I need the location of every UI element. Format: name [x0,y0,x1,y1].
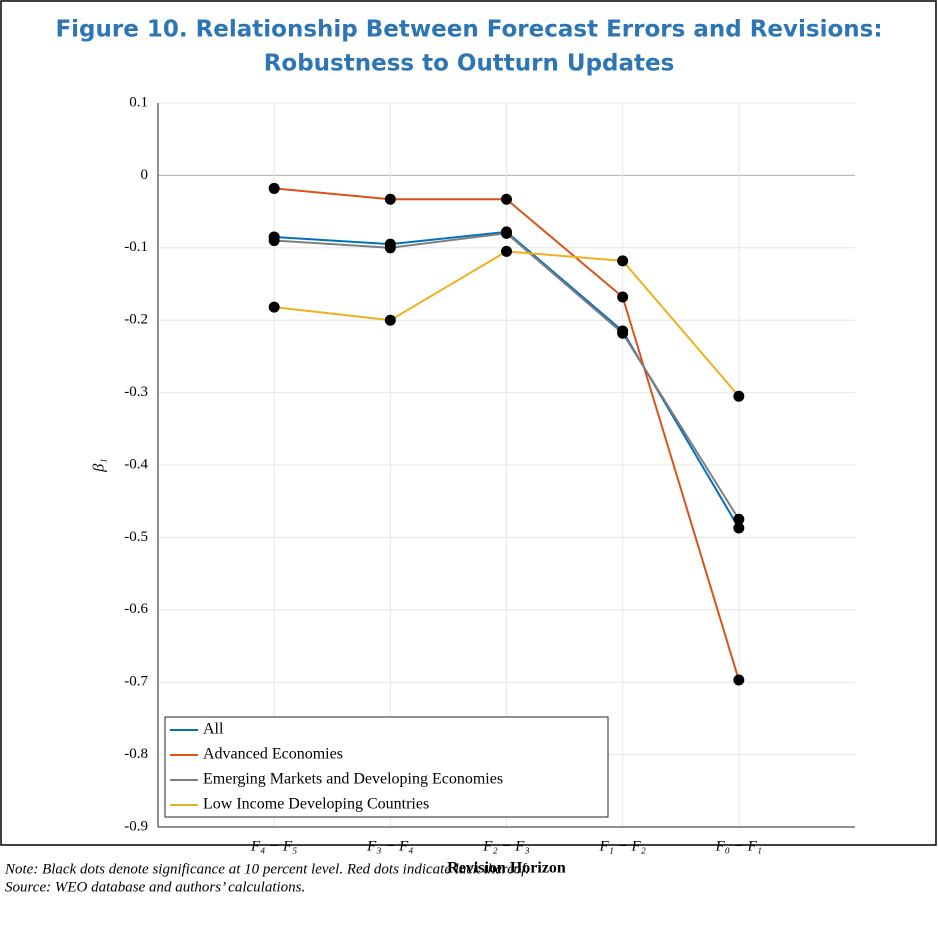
note: Source: WEO database and authors’ calcul… [5,879,305,895]
x-tick-label: F₁ − F₂ [598,838,645,854]
figure-frame [0,0,937,846]
x-tick-label: F₀ − F₁ [715,838,762,854]
y-tick-label: -0.4 [124,456,148,472]
chart-subtitle: Robustness to Outturn Updates [264,51,675,77]
legend-box [164,716,609,818]
y-tick-label: 0.1 [129,94,148,110]
chart-title: Figure 10. Relationship Between Forecast… [55,17,882,43]
y-tick-label: -0.2 [124,312,148,328]
data-point [384,193,396,205]
note: Note: Black dots denote significance at … [4,861,529,877]
y-tick-label: -0.9 [124,818,148,834]
legend-label: Emerging Markets and Developing Economie… [203,771,503,788]
legend-label: Low Income Developing Countries [203,796,429,813]
data-point [501,227,512,239]
x-tick-label: F₄ − F₅ [250,838,297,854]
y-tick-label: 0 [141,167,149,183]
y-tick-label: -0.3 [124,384,148,400]
data-point [733,522,745,534]
x-tick-label: F₂ − F₃ [482,838,529,854]
x-axis-label: Revision Horizon [447,860,566,877]
legend-label: All [203,721,224,738]
data-point [733,513,745,525]
data-point [501,193,512,205]
y-tick-label: -0.5 [124,529,148,545]
y-tick-label: -0.7 [124,674,148,690]
data-point [501,245,512,257]
data-point [268,182,280,194]
data-point [733,674,745,686]
data-point [617,327,629,339]
data-point [384,314,396,326]
data-point [617,291,629,303]
data-point [617,255,629,267]
y-tick-label: -0.1 [124,239,148,255]
legend-label: Advanced Economies [203,746,343,763]
y-tick-label: -0.8 [124,746,148,762]
x-tick-label: F₃ − F₄ [366,838,413,854]
data-point [733,390,745,402]
y-tick-label: -0.6 [124,601,148,617]
y-axis-label: β₁ [91,458,108,473]
data-point [384,242,396,254]
data-point [268,301,280,313]
data-point [268,235,280,247]
